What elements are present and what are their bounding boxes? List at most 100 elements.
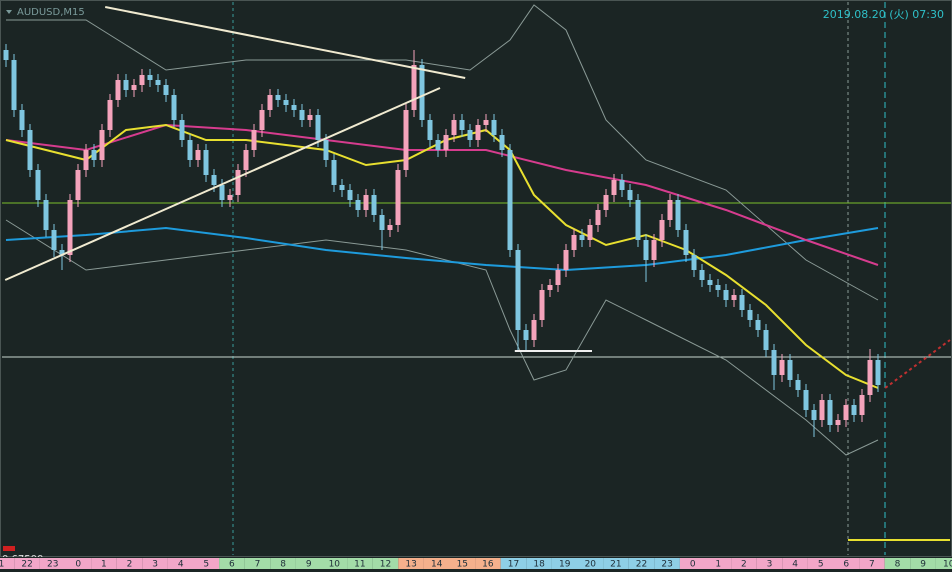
candle-body bbox=[251, 130, 257, 150]
candle-body bbox=[211, 175, 217, 185]
time-band bbox=[910, 558, 936, 569]
time-band bbox=[884, 558, 911, 569]
candle-body bbox=[283, 100, 289, 105]
candle-body bbox=[699, 270, 705, 280]
candle-body bbox=[587, 225, 593, 240]
time-band bbox=[526, 558, 552, 569]
candle-body bbox=[11, 60, 17, 110]
candle-body bbox=[459, 120, 465, 130]
candle-body bbox=[75, 170, 81, 200]
candle-body bbox=[363, 195, 369, 210]
time-band bbox=[65, 558, 92, 569]
time-band bbox=[628, 558, 655, 569]
time-band bbox=[603, 558, 629, 569]
candle-body bbox=[99, 130, 105, 160]
candle-body bbox=[403, 110, 409, 170]
candle-body bbox=[659, 220, 665, 240]
candle-body bbox=[219, 185, 225, 200]
candle-body bbox=[763, 330, 769, 350]
candle-body bbox=[795, 380, 801, 390]
time-band bbox=[654, 558, 680, 569]
candle-body bbox=[395, 170, 401, 225]
time-label: 2 bbox=[127, 560, 133, 570]
time-label: 12 bbox=[380, 560, 391, 570]
time-label: 18 bbox=[533, 560, 545, 570]
candle-body bbox=[147, 75, 153, 80]
menu-triangle[interactable] bbox=[6, 10, 12, 14]
candle-body bbox=[187, 140, 193, 160]
time-axis: 1 22 23 0 1 2 3 4 5 6 7 8 9 10 11 12 13 14 15 16 17 18 19 20 21 2… bbox=[0, 557, 952, 572]
time-band bbox=[705, 558, 732, 569]
candle-body bbox=[523, 330, 529, 340]
price-marker bbox=[3, 546, 15, 551]
candle-body bbox=[67, 200, 73, 255]
candle-body bbox=[779, 360, 785, 375]
time-band bbox=[551, 558, 578, 569]
candle-body bbox=[123, 80, 129, 90]
timestamp: 2019.08.20 (火) 07:30 bbox=[823, 8, 944, 21]
indicator-line bbox=[5, 226, 879, 272]
time-label: 1 bbox=[715, 560, 721, 570]
time-band bbox=[756, 558, 783, 569]
time-band bbox=[398, 558, 424, 569]
candle-body bbox=[691, 255, 697, 270]
trendline bbox=[884, 339, 951, 389]
time-label: 16 bbox=[482, 560, 494, 570]
time-label: 22 bbox=[21, 560, 32, 570]
candle-body bbox=[643, 240, 649, 260]
candle-body bbox=[539, 290, 545, 320]
candle-body bbox=[3, 50, 9, 60]
time-band bbox=[807, 558, 834, 569]
candle-body bbox=[27, 130, 33, 170]
candle-body bbox=[331, 160, 337, 185]
time-band bbox=[116, 558, 143, 569]
candle-body bbox=[819, 400, 825, 420]
candle-body bbox=[19, 110, 25, 130]
candle-body bbox=[771, 350, 777, 375]
time-label: 1 bbox=[101, 560, 107, 570]
candle-body bbox=[131, 85, 137, 90]
time-band bbox=[577, 558, 604, 569]
time-label: 13 bbox=[405, 560, 416, 570]
time-band bbox=[782, 558, 808, 569]
time-band bbox=[39, 558, 66, 569]
candle-body bbox=[299, 110, 305, 120]
candle-body bbox=[371, 195, 377, 215]
time-band bbox=[270, 558, 296, 569]
candle-body bbox=[595, 210, 601, 225]
candle-body bbox=[435, 140, 441, 150]
time-band bbox=[0, 558, 15, 569]
candle-body bbox=[139, 75, 145, 85]
candle-body bbox=[451, 120, 457, 135]
time-band bbox=[475, 558, 501, 569]
time-label: 3 bbox=[767, 560, 773, 570]
time-label: 2 bbox=[741, 560, 747, 570]
candle-body bbox=[499, 135, 505, 150]
time-band bbox=[731, 558, 757, 569]
candle-body bbox=[379, 215, 385, 230]
candle-body bbox=[747, 310, 753, 320]
time-label: 11 bbox=[354, 560, 365, 570]
candle-body bbox=[547, 285, 553, 290]
time-label: 0 bbox=[75, 560, 81, 570]
candle-body bbox=[163, 85, 169, 95]
candle-body bbox=[683, 230, 689, 255]
candle-body bbox=[339, 185, 345, 190]
candle-body bbox=[859, 395, 865, 415]
time-band bbox=[347, 558, 373, 569]
time-label: 5 bbox=[818, 560, 824, 570]
time-band bbox=[372, 558, 399, 569]
candle-body bbox=[707, 280, 713, 285]
candle-body bbox=[651, 240, 657, 260]
candle-body bbox=[35, 170, 41, 200]
candle-body bbox=[387, 225, 393, 230]
time-band bbox=[321, 558, 348, 569]
candle-body bbox=[715, 285, 721, 290]
time-band bbox=[14, 558, 40, 569]
candle-body bbox=[355, 200, 361, 210]
candle-body bbox=[515, 250, 521, 330]
candle-body bbox=[267, 95, 273, 110]
